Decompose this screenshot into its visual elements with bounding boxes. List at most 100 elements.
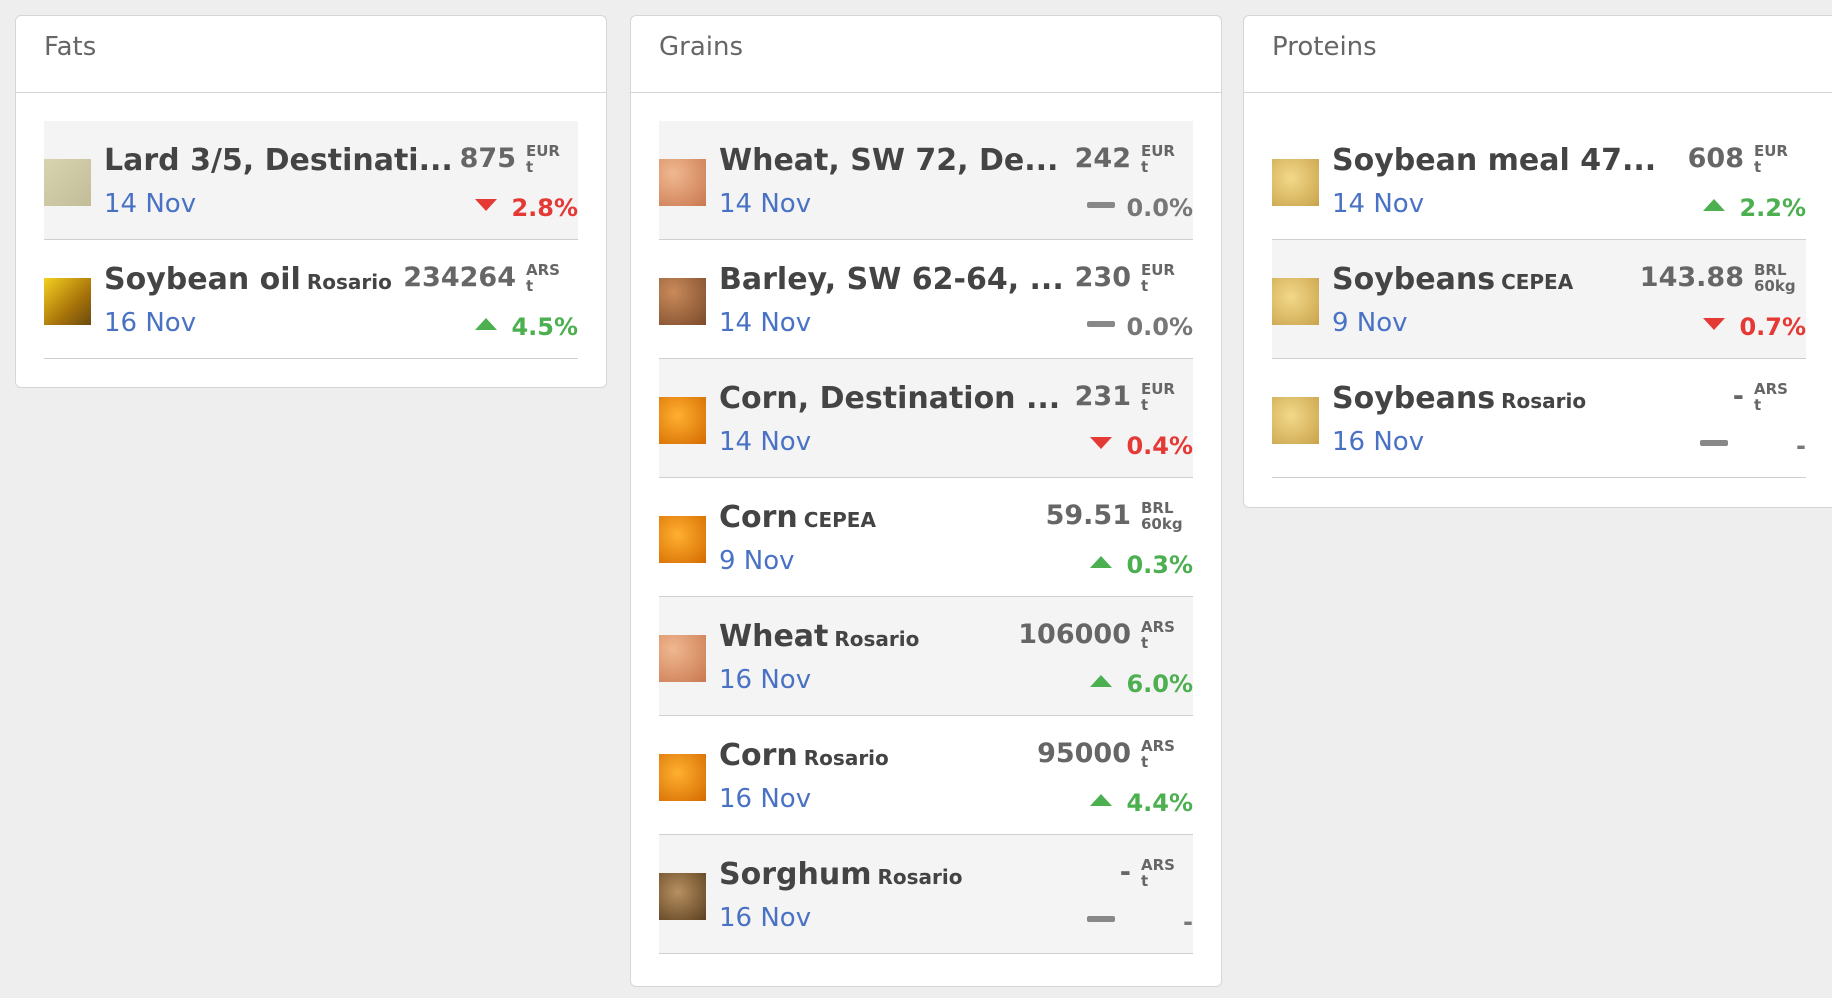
unit: t (1141, 158, 1149, 176)
name-text: Soybean meal 47... (1332, 143, 1657, 178)
item-name: Wheat Rosario (719, 619, 919, 654)
item-change: 0.0% (1126, 194, 1193, 222)
name-text: Soybeans (1332, 381, 1496, 416)
price-unit: BRL 60kg (1141, 500, 1183, 532)
item-change: 2.8% (511, 194, 578, 222)
item-name: Corn, Destination ... (719, 381, 1060, 416)
price-unit: EUR t (1141, 381, 1175, 413)
item-date: 14 Nov (719, 427, 812, 457)
item-price: 242 (1074, 143, 1131, 174)
price-unit: BRL 60kg (1754, 262, 1796, 294)
unit: t (526, 158, 534, 176)
item-row[interactable]: Soybean oil Rosario 16 Nov 234264 ARS t 4.5% (44, 240, 578, 359)
item-date: 9 Nov (719, 546, 795, 576)
thumbnail (1272, 397, 1319, 444)
currency: ARS (526, 261, 560, 279)
item-row[interactable]: Soybeans CEPEA 9 Nov 143.88 BRL 60kg 0.7% (1272, 240, 1806, 359)
price-unit: ARS t (526, 262, 560, 294)
price-unit: ARS t (1141, 738, 1175, 770)
item-row[interactable]: Lard 3/5, Destinati... 14 Nov 875 EUR t 2.8% (44, 121, 578, 240)
trend-shape (475, 318, 497, 330)
item-price: 608 (1687, 143, 1744, 174)
item-source: Rosario (306, 270, 392, 294)
item-date: 16 Nov (104, 308, 197, 338)
item-price: - (1119, 857, 1131, 888)
item-date: 16 Nov (1332, 427, 1425, 457)
unit: t (1141, 872, 1149, 890)
item-date: 14 Nov (1332, 189, 1425, 219)
trend-icon (1703, 318, 1725, 330)
unit: 60kg (1141, 515, 1183, 533)
item-price: 231 (1074, 381, 1131, 412)
trend-shape (1090, 794, 1112, 806)
price-unit: ARS t (1141, 857, 1175, 889)
item-date: 16 Nov (719, 665, 812, 695)
trend-shape (1087, 202, 1115, 208)
item-row[interactable]: Sorghum Rosario 16 Nov - ARS t - (659, 835, 1193, 954)
name-text: Soybean oil (104, 262, 301, 297)
item-row[interactable]: Barley, SW 62-64, ... 14 Nov 230 EUR t 0.0% (659, 240, 1193, 359)
item-name: Soybean meal 47... (1332, 143, 1656, 178)
item-date: 14 Nov (719, 189, 812, 219)
item-name: Wheat, SW 72, De... (719, 143, 1058, 178)
thumbnail (1272, 159, 1319, 206)
name-text: Corn (719, 500, 798, 535)
trend-icon (1090, 437, 1112, 449)
item-source: Rosario (803, 746, 889, 770)
card-title: Grains (631, 16, 1221, 93)
name-text: Barley, SW 62-64, ... (719, 262, 1064, 297)
currency: ARS (1141, 856, 1175, 874)
trend-icon (1087, 321, 1115, 327)
name-text: Lard 3/5, Destinati... (104, 143, 453, 178)
item-row[interactable]: Soybean meal 47... 14 Nov 608 EUR t 2.2% (1272, 121, 1806, 240)
item-change: 6.0% (1126, 670, 1193, 698)
currency: EUR (1141, 261, 1175, 279)
item-price: 234264 (403, 262, 516, 293)
item-name: Barley, SW 62-64, ... (719, 262, 1064, 297)
unit: t (1141, 277, 1149, 295)
price-unit: EUR t (1141, 262, 1175, 294)
item-price: - (1732, 381, 1744, 412)
card-title: Fats (16, 16, 606, 93)
name-text: Sorghum (719, 857, 872, 892)
item-name: Soybeans Rosario (1332, 381, 1586, 416)
item-change: - (1796, 432, 1806, 460)
currency: EUR (1141, 142, 1175, 160)
trend-icon (1087, 202, 1115, 208)
currency: BRL (1754, 261, 1787, 279)
item-row[interactable]: Corn CEPEA 9 Nov 59.51 BRL 60kg 0.3% (659, 478, 1193, 597)
item-change: 4.4% (1126, 789, 1193, 817)
thumbnail (659, 278, 706, 325)
item-row[interactable]: Soybeans Rosario 16 Nov - ARS t - (1272, 359, 1806, 478)
item-source: CEPEA (803, 508, 876, 532)
currency: ARS (1141, 737, 1175, 755)
item-date: 16 Nov (719, 784, 812, 814)
item-row[interactable]: Corn, Destination ... 14 Nov 231 EUR t 0.4% (659, 359, 1193, 478)
trend-icon (1090, 556, 1112, 568)
thumbnail (659, 397, 706, 444)
item-row[interactable]: Corn Rosario 16 Nov 95000 ARS t 4.4% (659, 716, 1193, 835)
item-change: 0.0% (1126, 313, 1193, 341)
trend-shape (1090, 437, 1112, 449)
trend-icon (1090, 675, 1112, 687)
thumbnail (659, 873, 706, 920)
price-unit: EUR t (526, 143, 560, 175)
currency: ARS (1754, 380, 1788, 398)
item-name: Corn CEPEA (719, 500, 876, 535)
item-source: CEPEA (1501, 270, 1574, 294)
item-row[interactable]: Wheat Rosario 16 Nov 106000 ARS t 6.0% (659, 597, 1193, 716)
thumbnail (44, 159, 91, 206)
unit: t (1141, 396, 1149, 414)
trend-icon (1703, 199, 1725, 211)
item-name: Corn Rosario (719, 738, 889, 773)
item-row[interactable]: Wheat, SW 72, De... 14 Nov 242 EUR t 0.0% (659, 121, 1193, 240)
card: Fats Lard 3/5, Destinati... 14 Nov 875 EUR t 2… (15, 15, 607, 388)
item-price: 143.88 (1639, 262, 1744, 293)
thumbnail (659, 754, 706, 801)
thumbnail (1272, 278, 1319, 325)
item-change: 0.4% (1126, 432, 1193, 460)
unit: t (1141, 753, 1149, 771)
trend-shape (1703, 199, 1725, 211)
item-name: Soybeans CEPEA (1332, 262, 1573, 297)
